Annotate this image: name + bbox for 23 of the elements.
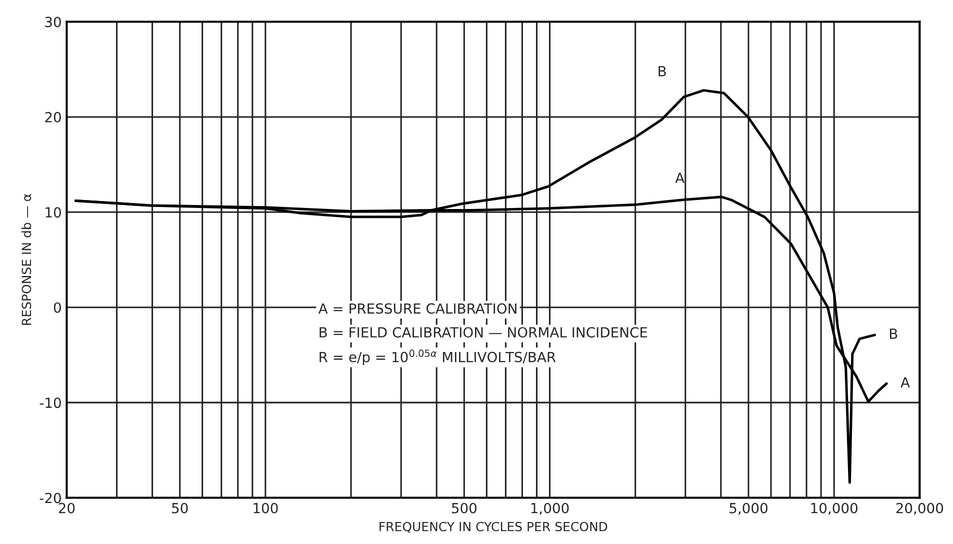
text: B [658,66,666,76]
y-tick-label: 30 [45,16,61,28]
annotation: A = PRESSURE CALIBRATION [318,303,516,314]
y-tick-label: -20 [40,492,61,504]
annotation: R = e/p = 10$^{0.05α}$ MILLIVOLTS/BAR [320,350,556,365]
x-tick-label: 20 [58,502,75,514]
y-tick-label: 20 [45,112,61,122]
y-tick-label: -10 [40,398,61,408]
y-tick-label: 10 [46,207,61,218]
series-label: B [890,328,898,339]
y-axis-title: RESPONSE IN db — α [22,194,32,325]
x-tick-label: 1,000 [531,502,569,515]
x-tick-label: 5,000 [730,502,768,515]
x-tick-label: 500 [452,502,476,514]
series-label: A [900,377,910,388]
text: A [675,172,685,183]
annotation: B = FIELD CALIBRATION — NORMAL INCIDENCE [320,327,648,338]
y-tick-label: 0 [54,302,61,313]
x-axis-title: FREQUENCY IN CYCLES PER SECOND [380,522,608,533]
x-tick-label: 20,000 [896,502,944,515]
x-tick-label: 50 [172,502,188,514]
x-tick-label: 100 [254,502,278,514]
x-tick-label: 10,000 [811,502,858,515]
